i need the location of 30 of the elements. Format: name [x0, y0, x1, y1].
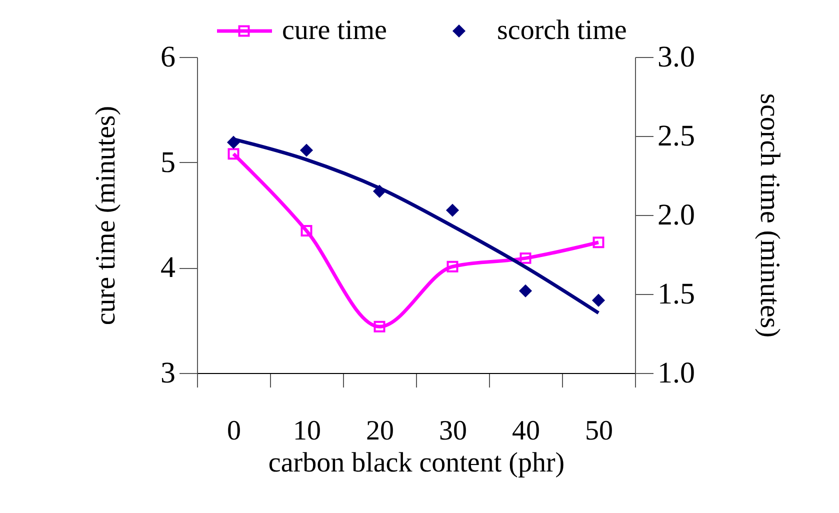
point [228, 148, 240, 160]
y2-tick-label: 1.5 [658, 278, 695, 310]
y2-tick-label: 2.0 [658, 198, 695, 232]
point [520, 252, 532, 264]
point [300, 144, 314, 157]
y-tick-label: 4 [160, 251, 176, 284]
y2-tick-label: 2.5 [658, 120, 695, 152]
y2-axis-title: scorch time (minutes) [754, 93, 785, 338]
y2-tick-label: 3.0 [658, 40, 695, 74]
point [592, 294, 606, 307]
point [592, 236, 604, 248]
x-tick-label: 40 [512, 416, 540, 446]
x-tick-label: 20 [366, 416, 394, 446]
y-axis-title: cure time (minutes) [90, 106, 122, 326]
legend-label: scorch time [497, 15, 627, 46]
legend-label: cure time [282, 15, 387, 46]
x-tick-label: 50 [585, 416, 613, 446]
x-tick-label: 30 [439, 416, 467, 446]
point [518, 284, 532, 298]
y2-tick-label: 1.0 [658, 356, 695, 390]
x-axis-title: carbon black content (phr) [268, 448, 565, 478]
x-tick-label: 0 [227, 416, 241, 446]
point [446, 204, 460, 217]
point [374, 320, 386, 332]
y-tick-label: 3 [160, 356, 176, 390]
point [300, 225, 312, 237]
x-tick-label: 10 [293, 416, 321, 446]
y-tick-label: 6 [160, 40, 176, 74]
y-tick-label: 5 [160, 146, 176, 179]
point [446, 260, 458, 272]
